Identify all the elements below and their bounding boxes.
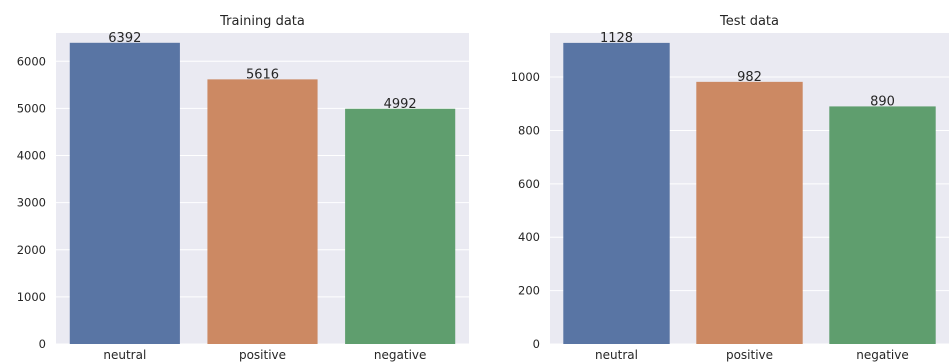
x-tick-label: neutral [103, 348, 146, 362]
chart-panel-0: 0 1000 2000 3000 4000 5000 6000 Training data 63… [17, 14, 469, 362]
x-tick-label: positive [726, 348, 773, 362]
y-tick-label: 3000 [17, 196, 46, 210]
bar-neutral [69, 42, 180, 345]
y-tick-label: 1000 [511, 70, 540, 84]
data-label: 982 [737, 70, 762, 85]
data-label: 4992 [384, 97, 417, 112]
x-tick-label: negative [856, 348, 908, 362]
bar-positive [696, 81, 803, 345]
x-tick-label: neutral [595, 348, 638, 362]
bar-neutral [563, 42, 670, 344]
y-tick-label: 0 [533, 337, 540, 351]
x-tick-label: negative [374, 348, 426, 362]
y-tick-label: 600 [518, 177, 540, 191]
y-tick-label: 800 [518, 123, 540, 137]
bar-negative [345, 108, 456, 345]
x-tick-label: positive [239, 348, 286, 362]
bar-positive [207, 79, 318, 344]
y-tick-label: 1000 [17, 290, 46, 304]
chart-title: Training data [219, 14, 305, 29]
data-label: 890 [870, 94, 895, 109]
y-tick-label: 400 [518, 230, 540, 244]
y-tick-label: 5000 [17, 101, 46, 115]
data-label: 5616 [246, 67, 279, 82]
y-tick-label: 6000 [17, 54, 46, 68]
y-tick-label: 0 [39, 337, 46, 351]
y-tick-label: 200 [518, 284, 540, 298]
chart-panel-1: 0 200 400 600 800 1000 Test data 1128 neutral 982… [511, 14, 949, 362]
bar-negative [829, 106, 936, 344]
y-tick-label: 2000 [17, 243, 46, 257]
data-label: 6392 [108, 31, 141, 46]
y-tick-label: 4000 [17, 149, 46, 163]
data-label: 1128 [600, 31, 633, 46]
chart-title: Test data [719, 14, 779, 29]
